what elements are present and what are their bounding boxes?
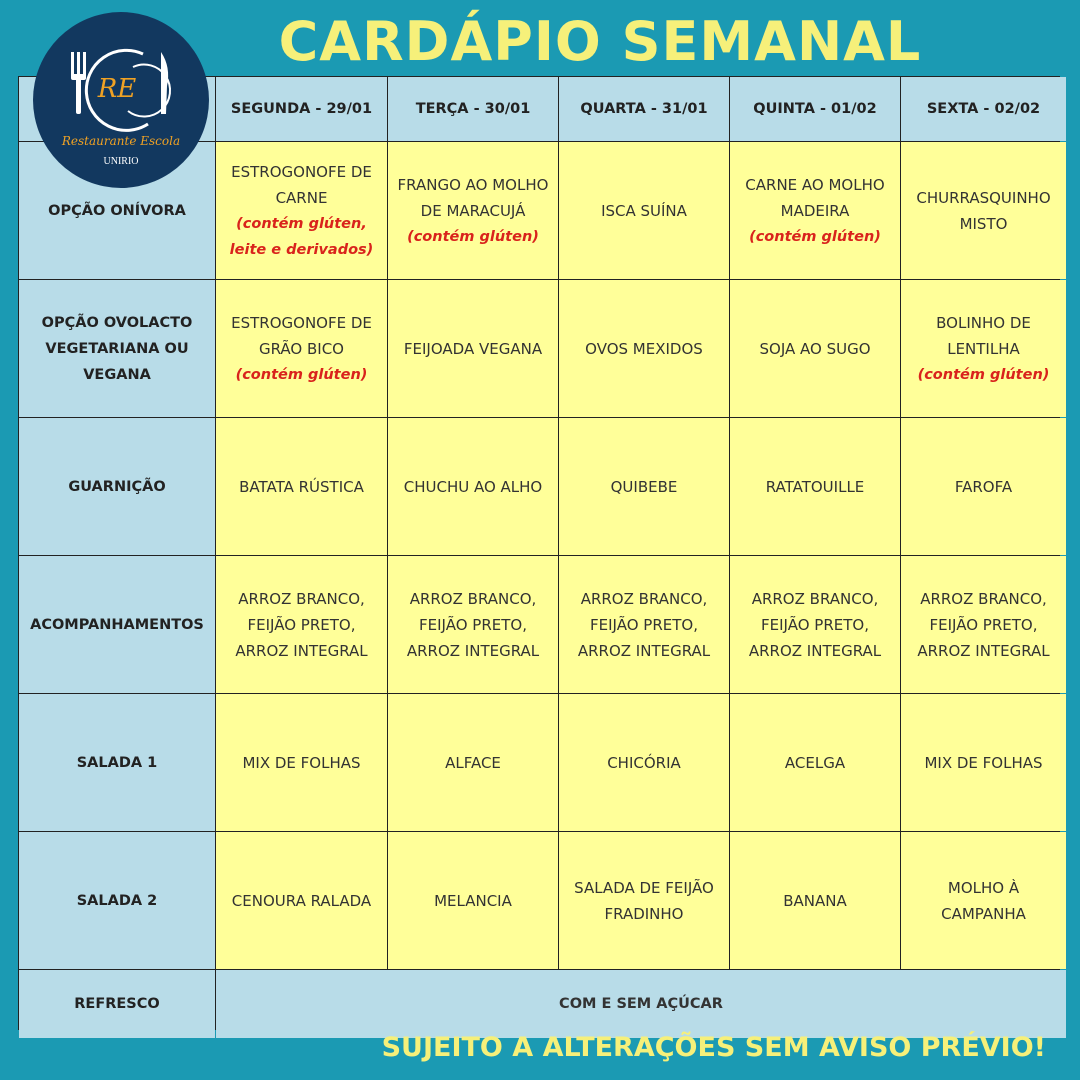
row-label: OPÇÃO OVOLACTO VEGETARIANA OU VEGANA xyxy=(19,280,215,417)
dish-name: CENOURA RALADA xyxy=(231,891,372,910)
day-header: TERÇA - 30/01 xyxy=(388,77,558,141)
menu-cell: FRANGO AO MOLHO DE MARACUJÁ (contém glúte… xyxy=(388,142,558,279)
menu-cell: ARROZ BRANCO, FEIJÃO PRETO, ARROZ INTEGR… xyxy=(901,556,1066,693)
day-header: SEGUNDA - 29/01 xyxy=(216,77,387,141)
disclaimer: SUJEITO A ALTERAÇÕES SEM AVISO PRÉVIO! xyxy=(381,1032,1046,1063)
logo-org: UNIRIO xyxy=(104,156,139,167)
dish-name: FRANGO AO MOLHO DE MARACUJÁ xyxy=(397,175,549,220)
dish-name: ARROZ BRANCO, FEIJÃO PRETO, ARROZ INTEGR… xyxy=(406,589,540,660)
menu-cell: ARROZ BRANCO, FEIJÃO PRETO, ARROZ INTEGR… xyxy=(730,556,900,693)
menu-cell: ALFACE xyxy=(388,694,558,831)
dish-name: BANANA xyxy=(783,891,847,910)
fork-icon xyxy=(71,52,86,114)
knife-icon xyxy=(161,52,169,114)
menu-cell: ESTROGONOFE DE CARNE (contém glúten, leit… xyxy=(216,142,387,279)
dish-name: MOLHO À CAMPANHA xyxy=(941,878,1026,923)
allergen-note: (contém glúten) xyxy=(407,228,539,245)
dish-name: CARNE AO MOLHO MADEIRA xyxy=(745,175,885,220)
dish-name: CHICÓRIA xyxy=(607,753,681,772)
menu-table: SEGUNDA - 29/01 TERÇA - 30/01 QUARTA - 31/… xyxy=(18,76,1066,1038)
menu-cell: SALADA DE FEIJÃO FRADINHO xyxy=(559,832,729,969)
dish-name: SOJA AO SUGO xyxy=(759,339,871,358)
refresco-value: COM E SEM AÇÚCAR xyxy=(216,970,1066,1038)
dish-name: CHURRASQUINHO MISTO xyxy=(916,188,1051,233)
day-header: QUARTA - 31/01 xyxy=(559,77,729,141)
dish-name: MIX DE FOLHAS xyxy=(924,753,1043,772)
dish-name: BATATA RÚSTICA xyxy=(239,477,364,496)
plate-icon xyxy=(84,48,172,132)
dish-name: RATATOUILLE xyxy=(765,477,865,496)
menu-cell: CHURRASQUINHO MISTO xyxy=(901,142,1066,279)
dish-name: ARROZ BRANCO, FEIJÃO PRETO, ARROZ INTEGR… xyxy=(577,589,711,660)
logo-name: Restaurante Escola xyxy=(61,134,180,148)
row-label: ACOMPANHAMENTOS xyxy=(19,556,215,693)
menu-cell: CENOURA RALADA xyxy=(216,832,387,969)
dish-name: SALADA DE FEIJÃO FRADINHO xyxy=(574,878,714,923)
menu-cell: ARROZ BRANCO, FEIJÃO PRETO, ARROZ INTEGR… xyxy=(216,556,387,693)
allergen-note: (contém glúten) xyxy=(235,366,368,383)
logo-initials: RE xyxy=(97,74,137,104)
menu-cell: BATATA RÚSTICA xyxy=(216,418,387,555)
row-label: SALADA 1 xyxy=(19,694,215,831)
dish-name: QUIBEBE xyxy=(610,477,678,496)
menu-cell: ARROZ BRANCO, FEIJÃO PRETO, ARROZ INTEGR… xyxy=(559,556,729,693)
dish-name: CHUCHU AO ALHO xyxy=(403,477,543,496)
dish-name: MIX DE FOLHAS xyxy=(242,753,361,772)
allergen-note: (contém glúten) xyxy=(749,228,881,245)
menu-cell: BOLINHO DE LENTILHA (contém glúten) xyxy=(901,280,1066,417)
menu-cell: CHICÓRIA xyxy=(559,694,729,831)
menu-cell: ARROZ BRANCO, FEIJÃO PRETO, ARROZ INTEGR… xyxy=(388,556,558,693)
menu-cell: ESTROGONOFE DE GRÃO BICO (contém glúten) xyxy=(216,280,387,417)
day-header: QUINTA - 01/02 xyxy=(730,77,900,141)
menu-cell: MIX DE FOLHAS xyxy=(216,694,387,831)
allergen-note: (contém glúten) xyxy=(917,366,1050,383)
dish-name: ISCA SUÍNA xyxy=(601,201,687,220)
dish-name: ALFACE xyxy=(445,753,501,772)
menu-cell: CHUCHU AO ALHO xyxy=(388,418,558,555)
row-label: OPÇÃO ONÍVORA xyxy=(19,142,215,279)
menu-cell: QUIBEBE xyxy=(559,418,729,555)
dish-name: BOLINHO DE LENTILHA xyxy=(936,313,1031,358)
dish-name: ESTROGONOFE DE CARNE xyxy=(231,162,372,207)
dish-name: ARROZ BRANCO, FEIJÃO PRETO, ARROZ INTEGR… xyxy=(917,589,1050,660)
menu-cell: MOLHO À CAMPANHA xyxy=(901,832,1066,969)
restaurant-logo: RE Restaurante Escola UNIRIO xyxy=(33,12,209,188)
menu-cell: SOJA AO SUGO xyxy=(730,280,900,417)
menu-cell: RATATOUILLE xyxy=(730,418,900,555)
row-label: REFRESCO xyxy=(19,970,215,1038)
dish-name: MELANCIA xyxy=(434,891,512,910)
menu-cell: MELANCIA xyxy=(388,832,558,969)
row-label: GUARNIÇÃO xyxy=(19,418,215,555)
menu-cell: MIX DE FOLHAS xyxy=(901,694,1066,831)
menu-cell: ACELGA xyxy=(730,694,900,831)
menu-cell: CARNE AO MOLHO MADEIRA (contém glúten) xyxy=(730,142,900,279)
row-label: SALADA 2 xyxy=(19,832,215,969)
allergen-note: (contém glúten, leite e derivados) xyxy=(229,215,374,258)
dish-name: FAROFA xyxy=(954,477,1013,496)
menu-cell: ISCA SUÍNA xyxy=(559,142,729,279)
dish-name: ARROZ BRANCO, FEIJÃO PRETO, ARROZ INTEGR… xyxy=(748,589,882,660)
menu-cell: OVOS MEXIDOS xyxy=(559,280,729,417)
page-title: CARDÁPIO SEMANAL xyxy=(278,10,922,73)
menu-cell: FAROFA xyxy=(901,418,1066,555)
dish-name: ACELGA xyxy=(784,753,846,772)
dish-name: OVOS MEXIDOS xyxy=(585,339,703,358)
menu-cell: BANANA xyxy=(730,832,900,969)
dish-name: ARROZ BRANCO, FEIJÃO PRETO, ARROZ INTEGR… xyxy=(235,589,368,660)
dish-name: ESTROGONOFE DE GRÃO BICO xyxy=(231,313,372,358)
day-header: SEXTA - 02/02 xyxy=(901,77,1066,141)
dish-name: FEIJOADA VEGANA xyxy=(403,339,543,358)
menu-cell: FEIJOADA VEGANA xyxy=(388,280,558,417)
